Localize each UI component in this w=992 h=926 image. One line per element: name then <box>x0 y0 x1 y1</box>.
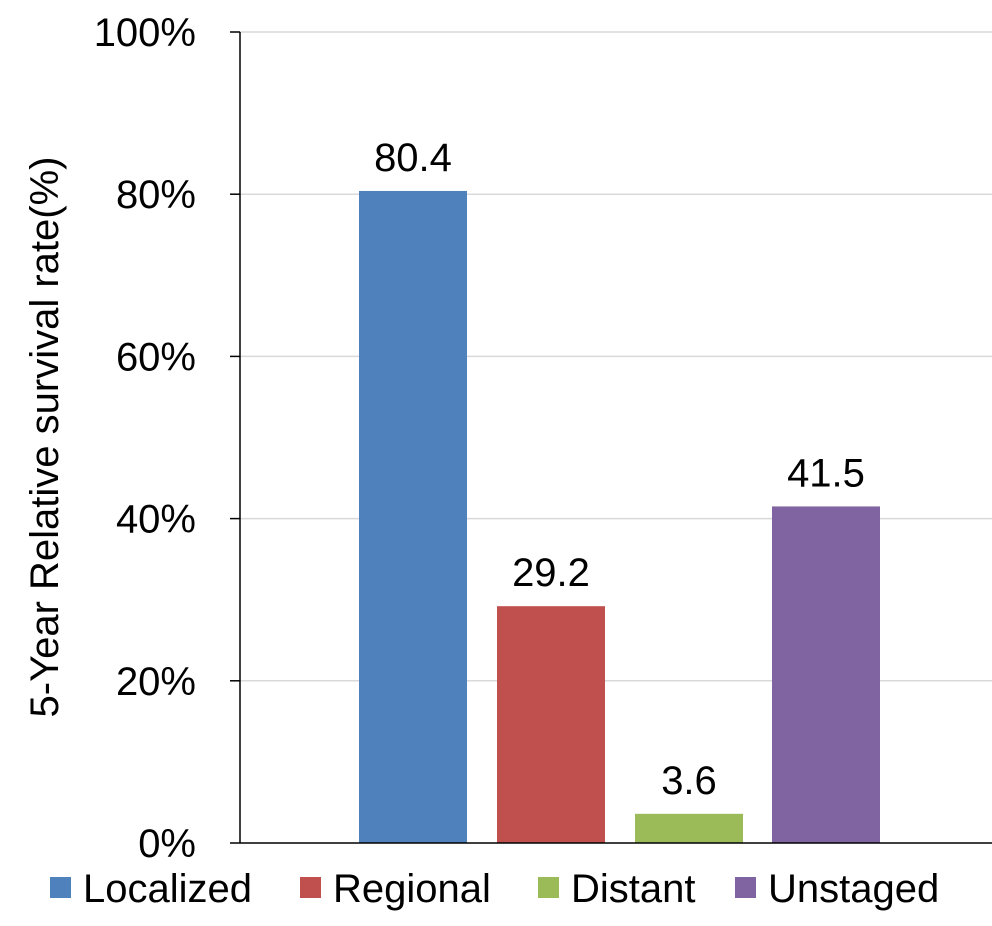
bar-unstaged <box>772 506 880 843</box>
legend-label-regional: Regional <box>333 867 491 911</box>
bar-distant <box>635 813 743 843</box>
bar-regional <box>497 606 605 843</box>
bars <box>359 190 880 843</box>
data-labels: 80.4 29.2 3.6 41.5 <box>374 136 865 803</box>
legend-label-distant: Distant <box>571 867 696 911</box>
y-tick-label: 20% <box>116 660 196 704</box>
legend-label-unstaged: Unstaged <box>768 867 939 911</box>
legend-label-localized: Localized <box>83 867 252 911</box>
legend-swatch-localized <box>50 877 71 898</box>
legend-swatch-unstaged <box>735 877 756 898</box>
y-axis-title: 5-Year Relative survival rate(%) <box>23 157 67 718</box>
bar-localized <box>359 190 467 843</box>
legend-swatch-regional <box>300 877 321 898</box>
y-tick-label: 60% <box>116 335 196 379</box>
y-tick-label: 80% <box>116 173 196 217</box>
y-ticks: 0% 20% 40% 60% 80% 100% <box>94 11 240 866</box>
data-label-unstaged: 41.5 <box>787 451 865 495</box>
data-label-localized: 80.4 <box>374 136 452 180</box>
y-tick-label: 40% <box>116 498 196 542</box>
legend: Localized Regional Distant Unstaged <box>50 867 939 911</box>
data-label-regional: 29.2 <box>512 551 590 595</box>
y-tick-label: 100% <box>94 11 196 55</box>
legend-swatch-distant <box>538 877 559 898</box>
axes <box>239 32 992 844</box>
y-tick-label: 0% <box>138 822 196 866</box>
data-label-distant: 3.6 <box>661 759 717 803</box>
